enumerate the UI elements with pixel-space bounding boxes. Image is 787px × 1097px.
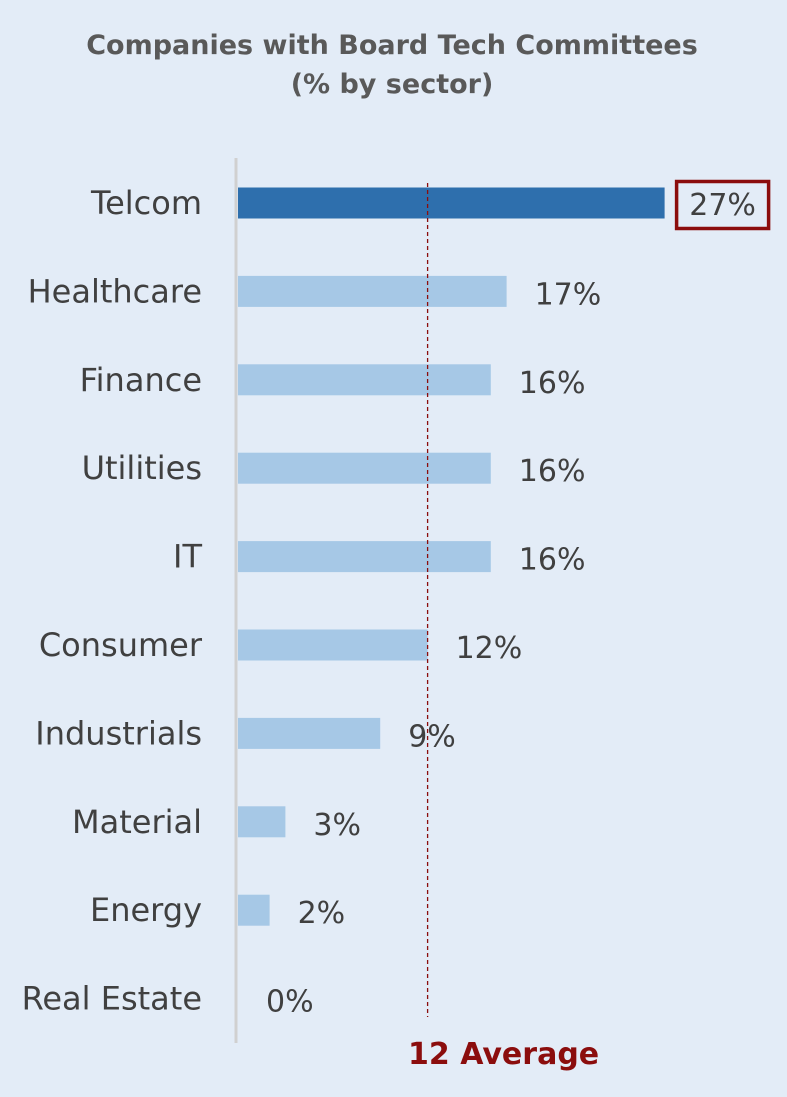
value-label: 27% xyxy=(689,188,756,223)
value-label: 2% xyxy=(298,896,346,931)
category-label: Utilities xyxy=(82,449,202,487)
value-label: 16% xyxy=(519,366,586,401)
bar xyxy=(238,806,286,838)
chart-subtitle: (% by sector) xyxy=(291,69,494,100)
category-label: Real Estate xyxy=(22,980,202,1018)
chart-title: Companies with Board Tech Committees xyxy=(86,30,698,61)
category-label: Telcom xyxy=(90,184,202,222)
bar xyxy=(238,364,491,396)
value-label: 17% xyxy=(535,277,602,312)
bar xyxy=(238,717,381,749)
category-label: Material xyxy=(72,803,202,841)
average-label: 12 Average xyxy=(408,1037,599,1072)
bar xyxy=(238,452,491,484)
value-label: 9% xyxy=(408,719,456,754)
highlight-box xyxy=(674,179,771,231)
category-label: IT xyxy=(173,538,202,576)
value-label: 16% xyxy=(519,454,586,489)
bars-layer: Telcom 27% Healthcare 17% Finance 16% Utilitie… xyxy=(22,179,771,1020)
category-label: Industrials xyxy=(35,714,202,752)
value-label: 0% xyxy=(266,985,314,1020)
value-label: 3% xyxy=(313,808,361,843)
category-label: Healthcare xyxy=(28,272,202,310)
bar xyxy=(238,629,428,661)
value-label: 16% xyxy=(519,543,586,578)
category-label: Energy xyxy=(90,891,202,929)
bar xyxy=(238,275,507,307)
category-label: Finance xyxy=(80,361,202,399)
bar xyxy=(238,541,491,573)
value-label: 12% xyxy=(456,631,523,666)
bar xyxy=(238,894,270,926)
bar xyxy=(238,187,665,219)
category-label: Consumer xyxy=(39,626,203,664)
